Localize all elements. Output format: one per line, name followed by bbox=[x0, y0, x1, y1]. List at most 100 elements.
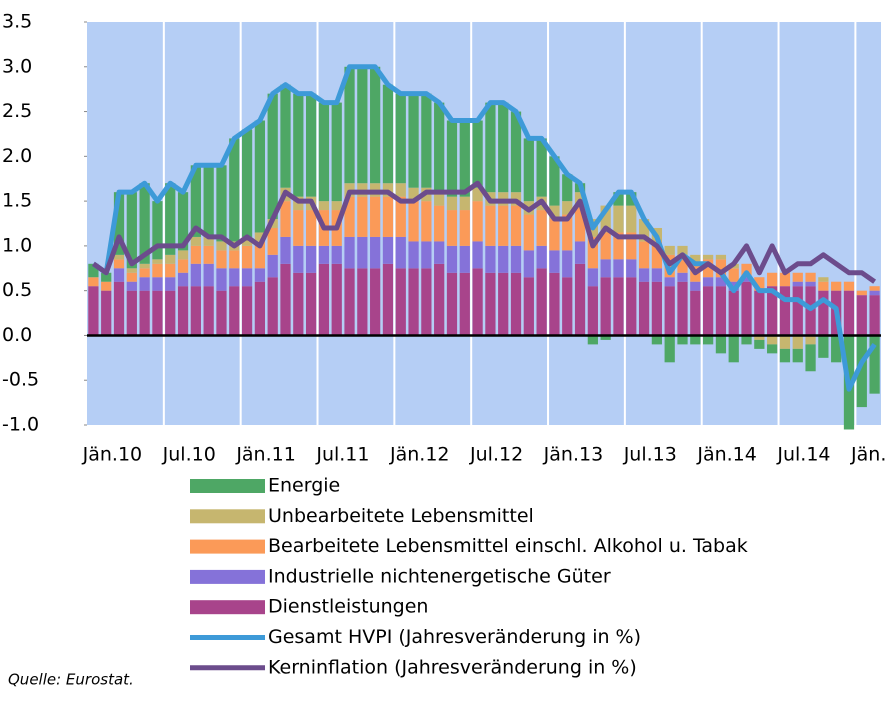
bar bbox=[600, 335, 611, 340]
bar bbox=[408, 187, 419, 202]
bar bbox=[382, 236, 394, 264]
bar bbox=[177, 192, 189, 251]
bar bbox=[702, 254, 714, 260]
bar bbox=[664, 277, 675, 287]
bar bbox=[626, 277, 637, 336]
bar bbox=[331, 201, 342, 211]
bar bbox=[510, 245, 522, 273]
bar bbox=[421, 93, 432, 188]
bar bbox=[562, 250, 573, 278]
bar bbox=[459, 120, 470, 197]
bar bbox=[241, 236, 253, 246]
bar bbox=[792, 286, 803, 336]
bar bbox=[869, 290, 880, 296]
y-tick-label: 0.5 bbox=[2, 279, 32, 301]
bar bbox=[305, 93, 317, 197]
bar bbox=[190, 245, 201, 264]
bar bbox=[779, 272, 791, 287]
bar bbox=[88, 286, 99, 336]
bar bbox=[472, 187, 483, 202]
bar bbox=[190, 236, 201, 246]
bar bbox=[254, 241, 266, 269]
bar bbox=[139, 263, 150, 269]
bar bbox=[754, 335, 765, 340]
bar bbox=[344, 268, 355, 336]
bar bbox=[779, 335, 791, 349]
bar bbox=[280, 236, 291, 264]
bar bbox=[177, 286, 189, 336]
bar bbox=[331, 245, 342, 264]
bar bbox=[869, 286, 880, 291]
bar bbox=[869, 295, 880, 336]
bar bbox=[241, 268, 253, 287]
bar bbox=[357, 66, 368, 184]
bar bbox=[562, 201, 573, 215]
y-tick-label: 3.0 bbox=[2, 55, 32, 77]
bar bbox=[421, 241, 432, 269]
bar bbox=[113, 268, 125, 282]
bar bbox=[741, 277, 752, 282]
bar bbox=[613, 192, 624, 206]
bar bbox=[613, 259, 624, 278]
bar bbox=[216, 165, 227, 242]
bar bbox=[856, 295, 867, 336]
bar bbox=[177, 259, 189, 273]
bar bbox=[549, 205, 560, 220]
bar bbox=[357, 268, 368, 336]
bar bbox=[498, 245, 509, 273]
bar bbox=[139, 268, 150, 278]
bar bbox=[267, 227, 278, 255]
bar bbox=[831, 335, 842, 363]
bar bbox=[754, 277, 765, 291]
bar bbox=[523, 138, 534, 202]
y-tick-label: -1.0 bbox=[2, 414, 39, 436]
bar bbox=[818, 277, 829, 282]
bar bbox=[113, 281, 125, 336]
bar bbox=[267, 254, 278, 278]
bar bbox=[523, 277, 534, 336]
x-tick-label: Jän.11 bbox=[235, 444, 296, 466]
bar bbox=[126, 268, 137, 273]
bar bbox=[818, 335, 829, 358]
bar bbox=[434, 263, 445, 336]
bar bbox=[305, 245, 317, 273]
bar bbox=[485, 272, 496, 336]
bar bbox=[344, 196, 355, 237]
x-tick-label: Jul.10 bbox=[162, 444, 216, 466]
bar bbox=[677, 335, 688, 345]
bar bbox=[446, 245, 458, 273]
bar bbox=[126, 272, 137, 282]
bar bbox=[267, 277, 278, 336]
bar bbox=[574, 263, 586, 336]
bar bbox=[293, 245, 304, 273]
bar bbox=[293, 210, 304, 246]
bar bbox=[408, 201, 419, 242]
y-tick-label: 1.0 bbox=[2, 234, 32, 256]
bar bbox=[241, 245, 253, 269]
bar bbox=[165, 254, 176, 264]
bar bbox=[664, 335, 675, 363]
bar bbox=[613, 232, 624, 260]
bar bbox=[587, 236, 598, 269]
bar bbox=[843, 281, 855, 291]
bar bbox=[626, 192, 637, 206]
bar bbox=[165, 183, 176, 255]
bar bbox=[267, 93, 278, 220]
bar bbox=[626, 259, 637, 278]
bar bbox=[702, 259, 714, 278]
bar bbox=[626, 205, 637, 233]
bar bbox=[408, 241, 419, 269]
bar bbox=[485, 205, 496, 246]
bar bbox=[638, 241, 650, 269]
bar bbox=[216, 241, 227, 251]
bar bbox=[651, 241, 663, 269]
bar bbox=[293, 93, 304, 197]
bar bbox=[446, 120, 458, 197]
x-tick-label: Jul.12 bbox=[469, 444, 523, 466]
bar bbox=[177, 272, 189, 287]
bar bbox=[229, 138, 240, 242]
bar bbox=[395, 93, 406, 184]
bar bbox=[792, 348, 803, 363]
bar bbox=[472, 241, 483, 269]
bar bbox=[254, 120, 266, 233]
